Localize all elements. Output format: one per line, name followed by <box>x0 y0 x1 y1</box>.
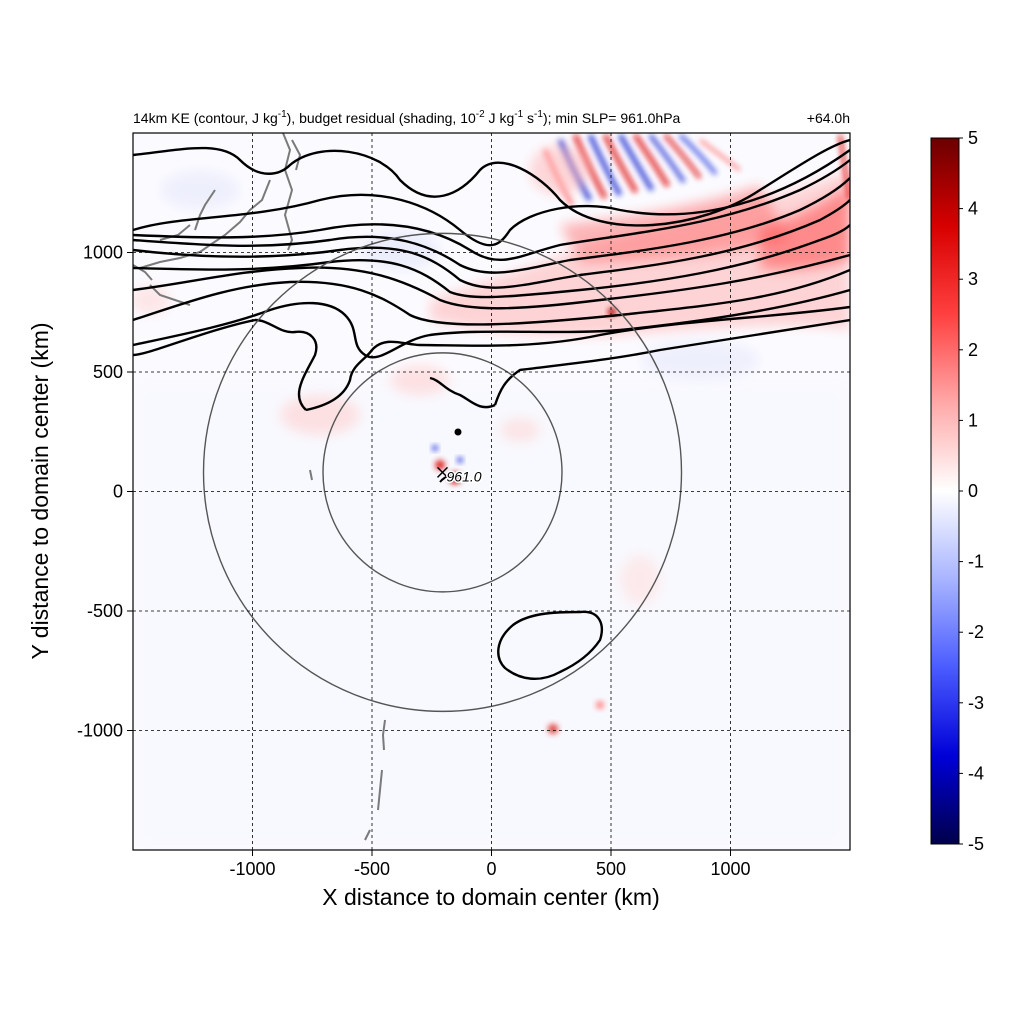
x-tick-label: 500 <box>596 859 626 879</box>
ke-contour <box>429 376 496 409</box>
ke-contour <box>493 318 850 406</box>
y-tick-label: -1000 <box>77 721 123 741</box>
y-tick-label: -500 <box>87 601 123 621</box>
coastline-japan-hokkaido <box>291 139 302 171</box>
ke-contour <box>305 305 850 412</box>
ke-contour <box>133 199 850 289</box>
coastline-island-4 <box>309 469 313 481</box>
x-tick-label: -500 <box>354 859 390 879</box>
ke-contour <box>133 149 850 247</box>
ke-contour <box>133 177 850 274</box>
colorbar-tick-label: 5 <box>968 128 978 148</box>
coastline-shikoku <box>159 224 191 241</box>
colorbar-tick-label: 4 <box>968 199 978 219</box>
forecast-hour: +64.0h <box>807 110 850 126</box>
colorbar-tick-label: -4 <box>968 763 984 783</box>
coastline-island-chain-2 <box>377 769 383 811</box>
y-tick-label: 1000 <box>83 243 123 263</box>
range-ring <box>202 232 683 713</box>
ke-contour <box>133 318 256 357</box>
colorbar-tick-label: -3 <box>968 693 984 713</box>
coastlines <box>133 133 386 841</box>
x-axis-label: X distance to domain center (km) <box>322 884 659 910</box>
colorbar-tick-label: -5 <box>968 834 984 854</box>
colorbar-ticks: 5 4 3 2 1 0 -1 -2 -3 -4 -5 <box>959 128 984 854</box>
y-axis: -1000 -500 0 500 1000 <box>77 243 133 741</box>
colorbar-tick-label: 3 <box>968 269 978 289</box>
colorbar-tick-label: 0 <box>968 481 978 501</box>
y-axis-label: Y distance to domain center (km) <box>27 322 53 659</box>
y-tick-label: 0 <box>113 482 123 502</box>
ke-contour <box>133 268 850 326</box>
plot-title: 14km KE (contour, J kg-1), budget residu… <box>133 109 681 126</box>
range-rings <box>202 232 683 713</box>
coastline-kyushu <box>149 284 191 306</box>
plot-area: 961.0 <box>133 133 850 850</box>
y-tick-label: 500 <box>93 362 123 382</box>
coastline-sea <box>194 189 216 231</box>
coastline-honshu <box>139 179 271 269</box>
x-axis: -1000 -500 0 500 1000 <box>229 850 751 879</box>
ke-contour <box>254 318 318 411</box>
colorbar-tick-label: 2 <box>968 340 978 360</box>
x-tick-label: 1000 <box>710 859 750 879</box>
colorbar: 5 4 3 2 1 0 -1 -2 -3 -4 -5 <box>930 128 984 854</box>
ke-contour-small <box>439 474 459 483</box>
x-tick-label: 0 <box>486 859 496 879</box>
residual-shading <box>133 133 850 734</box>
ke-contour <box>133 253 850 310</box>
coastline-japan-north <box>282 133 294 251</box>
coastline-island-chain-1 <box>381 719 386 751</box>
min-slp-label: 961.0 <box>447 468 482 484</box>
colorbar-tick-label: 1 <box>968 410 978 430</box>
colorbar-tick-label: -2 <box>968 622 984 642</box>
storm-center: 961.0 <box>436 466 483 486</box>
range-ring <box>322 352 563 593</box>
ke-contour-closed <box>497 610 603 680</box>
ke-contour-dot <box>454 428 462 436</box>
colorbar-bar <box>930 137 960 845</box>
x-tick-label: -1000 <box>229 859 275 879</box>
storm-center-marker <box>436 466 449 478</box>
colorbar-tick-label: -1 <box>968 552 984 572</box>
ke-contour <box>133 159 850 262</box>
coastline-island-chain-3 <box>364 829 371 841</box>
ke-contour <box>133 224 850 299</box>
